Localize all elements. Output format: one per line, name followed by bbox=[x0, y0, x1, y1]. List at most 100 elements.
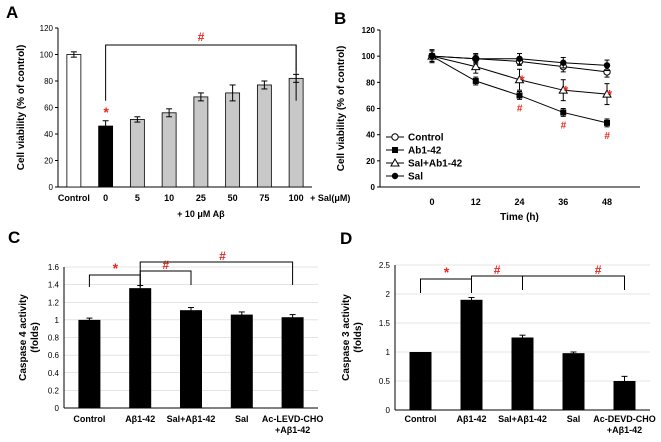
x-tick-label: Sal+Aβ1-42 bbox=[167, 414, 216, 424]
y-tick-label: 0 bbox=[371, 183, 376, 192]
point bbox=[560, 109, 567, 116]
x-tick-label: 36 bbox=[558, 197, 568, 207]
y-tick-label: 1.4 bbox=[48, 281, 60, 290]
y-axis-title: Cell viability (% of control) bbox=[336, 46, 347, 172]
point bbox=[604, 119, 610, 126]
x-tick-label: Control bbox=[405, 414, 437, 424]
significance-star: * bbox=[443, 264, 449, 280]
bar bbox=[193, 96, 209, 188]
x-tick-label: 12 bbox=[471, 197, 481, 207]
point bbox=[472, 55, 479, 62]
significance-bracket-hash bbox=[471, 275, 625, 290]
y-tick-label: 20 bbox=[366, 157, 375, 166]
bar bbox=[180, 310, 202, 408]
chart-b: 0 20 40 60 80 100 120 0 12 24 36 48 Time (h) Cell via… bbox=[336, 26, 640, 223]
x-tick-label: Sal+Aβ1-42 bbox=[498, 414, 547, 424]
y-tick-label: 0.2 bbox=[48, 386, 60, 395]
bar bbox=[511, 337, 534, 410]
x-tick-label: 50 bbox=[228, 193, 238, 203]
y-tick-label: 40 bbox=[44, 130, 53, 139]
point bbox=[514, 74, 525, 84]
y-tick-label: 0.4 bbox=[48, 369, 60, 378]
point bbox=[392, 147, 398, 153]
significance-hash: # bbox=[595, 263, 602, 277]
legend: Control Ab1-42 Sal+Ab1-42 Sal bbox=[386, 133, 463, 183]
significance-hash: # bbox=[198, 30, 205, 44]
significance-star: * bbox=[606, 87, 612, 102]
significance-bracket-star bbox=[420, 278, 472, 293]
panel-letter-b: B bbox=[334, 9, 346, 28]
y-tick-label: 1.2 bbox=[48, 298, 60, 307]
x-tick-label: Ac-LEVD-CHO +Aβ1-42 bbox=[262, 414, 324, 435]
y-tick-label: 1 bbox=[55, 316, 60, 325]
x-tick-label: Aβ1-42 bbox=[125, 414, 155, 424]
x-footer-label: + 10 μM Aβ bbox=[177, 209, 225, 219]
y-tick-label: 0 bbox=[49, 183, 54, 192]
panel-letter-a: A bbox=[6, 3, 18, 22]
x-tick-label: 0 bbox=[429, 197, 434, 207]
y-tick-label: 80 bbox=[366, 78, 375, 87]
legend-label: Control bbox=[408, 133, 444, 144]
y-tick-label: 60 bbox=[44, 104, 53, 113]
y-tick-label: 0 bbox=[55, 404, 60, 413]
y-tick-label: 0 bbox=[386, 406, 391, 415]
chart-c: 0 0.2 0.4 0.6 0.8 1 1.2 1.4 1.6 Caspase 4 activit… bbox=[18, 249, 323, 435]
point bbox=[560, 59, 567, 66]
bar bbox=[161, 112, 177, 188]
point bbox=[391, 172, 399, 180]
point bbox=[602, 89, 612, 98]
legend-label: Sal bbox=[408, 172, 423, 183]
bar bbox=[230, 314, 253, 408]
point bbox=[428, 52, 436, 60]
significance-bracket-hash bbox=[139, 261, 294, 285]
y-axis-title: Caspase 3 activity(folds) bbox=[341, 294, 364, 381]
y-tick-label: 120 bbox=[362, 26, 376, 35]
y-axis-title: Cell viability (% of control) bbox=[16, 45, 27, 171]
significance-star: * bbox=[112, 260, 118, 276]
significance-star: * bbox=[519, 73, 525, 88]
y-tick-label: 1.5 bbox=[379, 319, 391, 328]
x-tick-label: Control bbox=[73, 414, 105, 424]
bar bbox=[256, 84, 272, 188]
point bbox=[516, 55, 523, 62]
bar bbox=[78, 319, 101, 408]
panel-letter-d: D bbox=[340, 229, 352, 248]
point bbox=[558, 85, 569, 94]
point bbox=[390, 157, 400, 167]
x-tick-label: 48 bbox=[602, 197, 612, 207]
series-3 bbox=[428, 49, 611, 72]
y-tick-label: 100 bbox=[362, 52, 376, 61]
x-tick-label: 24 bbox=[514, 197, 524, 207]
y-tick-label: 1.6 bbox=[48, 263, 60, 272]
significance-bracket-hash bbox=[139, 270, 192, 285]
y-axis-title: Caspase 4 activity(folds) bbox=[18, 294, 41, 381]
x-suffix-label: + Sal(μM) bbox=[310, 193, 350, 203]
bar bbox=[281, 317, 304, 408]
y-tick-label: 20 bbox=[44, 157, 53, 166]
bar bbox=[225, 92, 241, 188]
x-tick-label: Sal bbox=[235, 414, 249, 424]
x-tick-label: 5 bbox=[135, 193, 140, 203]
chart-d: 0 0.5 1 1.5 2 2.5 Caspase 3 activity(folds) Con… bbox=[341, 261, 656, 435]
x-tick-label: 75 bbox=[259, 193, 269, 203]
y-tick-label: 0.5 bbox=[379, 377, 391, 386]
y-tick-label: 40 bbox=[366, 131, 375, 140]
bar bbox=[460, 299, 483, 410]
panel-letter-c: C bbox=[8, 228, 20, 247]
bar bbox=[409, 352, 432, 410]
x-tick-label: 0 bbox=[103, 193, 108, 203]
significance-hash: # bbox=[517, 103, 523, 114]
x-tick-label: Control bbox=[58, 193, 90, 203]
legend-label: Sal+Ab1-42 bbox=[408, 159, 463, 170]
significance-hash: # bbox=[162, 258, 169, 272]
significance-hash: # bbox=[494, 263, 501, 277]
point bbox=[603, 62, 611, 69]
significance-star: * bbox=[103, 104, 109, 120]
significance-bracket-hash bbox=[471, 275, 523, 290]
point bbox=[472, 78, 479, 85]
y-tick-label: 2 bbox=[386, 290, 391, 299]
point bbox=[391, 133, 399, 141]
significance-hash: # bbox=[604, 131, 610, 142]
y-tick-label: 100 bbox=[40, 51, 54, 60]
